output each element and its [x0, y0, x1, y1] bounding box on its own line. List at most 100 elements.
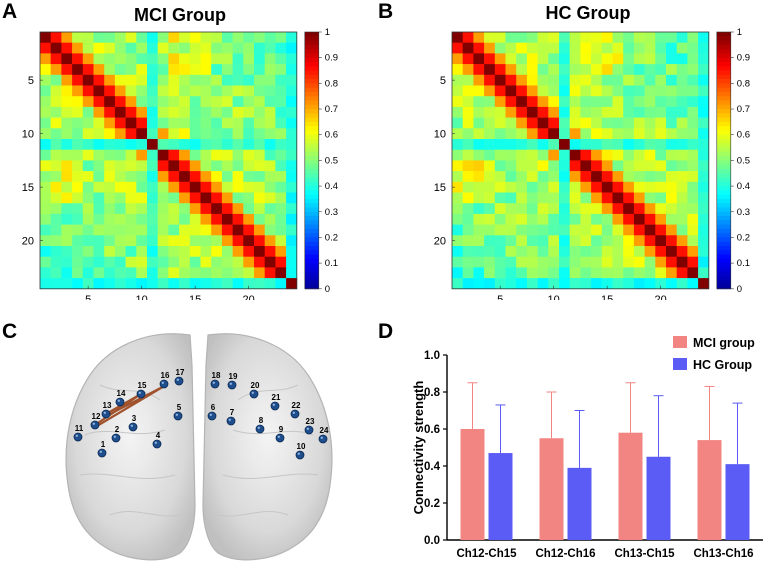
heatmap-cell — [644, 246, 656, 257]
heatmap-cell — [612, 53, 624, 65]
colorbar-label: 0.2 — [325, 232, 338, 243]
heatmap-cell — [537, 213, 549, 225]
heatmap-cell — [254, 74, 265, 86]
heatmap-cell — [93, 171, 105, 183]
heatmap-cell — [505, 117, 517, 129]
heatmap-cell — [189, 149, 201, 161]
heatmap-cell — [114, 278, 126, 290]
heatmap-cell — [114, 256, 126, 268]
colorbar-segment — [716, 87, 731, 93]
heatmap-cell — [452, 128, 463, 140]
heatmap-cell — [666, 96, 677, 108]
heatmap-cells — [40, 32, 298, 290]
heatmap-cell — [243, 139, 255, 150]
colorbar-segment — [716, 40, 731, 46]
heatmap-cell — [104, 235, 116, 247]
heatmap-cell — [254, 117, 265, 129]
y-tick-label: 1.0 — [424, 350, 440, 362]
heatmap-cell — [612, 160, 624, 172]
heatmap-cell — [537, 235, 549, 247]
heatmap-cell — [516, 53, 528, 65]
heatmap-cell — [136, 106, 148, 118]
heatmap-cell — [580, 139, 592, 150]
heatmap-cell — [104, 128, 116, 140]
heatmap-cell — [494, 74, 506, 86]
heatmap-cell — [200, 171, 212, 183]
colorbar-segment — [716, 36, 731, 41]
heatmap-cell — [591, 139, 603, 150]
channel-label: 22 — [292, 401, 301, 410]
heatmap-cell — [666, 224, 677, 236]
colorbar-segment — [304, 241, 319, 247]
colorbar-segment — [716, 134, 731, 140]
heatmap-cell — [264, 139, 276, 150]
heatmap-cell — [168, 149, 180, 161]
heatmap-cell — [591, 246, 603, 257]
colorbar-segment — [304, 91, 319, 97]
heatmap-cell — [548, 246, 560, 257]
heatmap-cell — [462, 235, 474, 247]
heatmap-cell — [462, 85, 474, 97]
heatmap-cell — [698, 117, 710, 129]
heatmap-cell — [243, 106, 255, 118]
heatmap-cell — [623, 224, 635, 236]
heatmap-cell — [687, 74, 699, 86]
heatmap-cell — [559, 278, 570, 290]
heatmap-cell — [537, 192, 549, 204]
heatmap-cell — [61, 64, 73, 76]
heatmap-cell — [243, 117, 255, 129]
heatmap-cell — [114, 32, 126, 43]
heatmap-cell — [676, 192, 688, 204]
heatmap-cell — [168, 160, 180, 172]
heatmap-cell — [232, 117, 244, 129]
heatmap-cell — [462, 149, 474, 161]
heatmap-cell — [104, 85, 116, 97]
heatmap-cell — [254, 181, 265, 193]
heatmap-cell — [40, 106, 51, 118]
heatmap-cell — [601, 192, 613, 204]
colorbar-segment — [304, 104, 319, 110]
heatmap-cell — [147, 278, 158, 290]
heatmap-cell — [452, 267, 463, 279]
heatmap-cell — [147, 267, 158, 279]
heatmap-cell — [655, 256, 667, 268]
heatmap-cell — [644, 235, 656, 247]
heatmap-cell — [221, 53, 233, 65]
heatmap-cell — [50, 74, 62, 86]
heatmap-cell — [591, 128, 603, 140]
heatmap-cell — [484, 106, 496, 118]
heatmap-y-tick-label: 10 — [434, 129, 446, 141]
heatmap-cell — [548, 149, 560, 161]
heatmap-cell — [623, 149, 635, 161]
heatmap-cell — [473, 106, 485, 118]
colorbar-segment — [304, 280, 319, 285]
mci-heatmap-title: MCI Group — [134, 5, 226, 25]
heatmap-cell — [473, 213, 485, 225]
heatmap-cell — [179, 224, 191, 236]
channel-dot — [128, 422, 138, 432]
heatmap-cell — [559, 256, 570, 268]
heatmap-cell — [623, 192, 635, 204]
heatmap-cell — [559, 139, 570, 150]
heatmap-cell — [136, 85, 148, 97]
heatmap-cell — [50, 192, 62, 204]
heatmap-cell — [286, 64, 298, 76]
heatmap-cell — [676, 171, 688, 183]
heatmap-cell — [254, 42, 265, 54]
heatmap-cell — [221, 96, 233, 108]
heatmap-cell — [125, 117, 137, 129]
heatmap-cell — [516, 160, 528, 172]
heatmap-cell — [93, 213, 105, 225]
heatmap-cell — [211, 117, 223, 129]
heatmap-cell — [147, 32, 158, 43]
heatmap-cell — [559, 235, 570, 247]
colorbar-segment — [716, 117, 731, 123]
heatmap-cell — [189, 117, 201, 129]
channel-node-20: 20 — [249, 381, 260, 399]
channel-label: 5 — [177, 403, 182, 412]
channel-label: 15 — [138, 381, 147, 390]
heatmap-cell — [264, 117, 276, 129]
heatmap-cell — [232, 128, 244, 140]
heatmap-cell — [136, 235, 148, 247]
heatmap-cell — [644, 85, 656, 97]
